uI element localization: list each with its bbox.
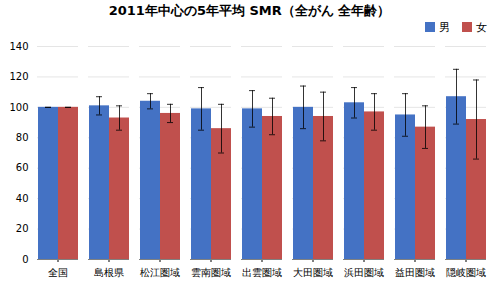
svg-text:全国: 全国	[48, 267, 68, 278]
svg-text:120: 120	[9, 71, 28, 82]
svg-text:大田圏域: 大田圏域	[293, 267, 333, 278]
svg-text:島根県: 島根県	[94, 267, 124, 278]
svg-text:20: 20	[16, 223, 29, 234]
svg-text:60: 60	[16, 162, 29, 173]
svg-text:出雲圏域: 出雲圏域	[242, 267, 282, 278]
svg-text:益田圏域: 益田圏域	[395, 267, 435, 278]
html-text:2011年中心の5年平均 SMR（全がん 全年齢）: 2011年中心の5年平均 SMR（全がん 全年齢）	[108, 3, 391, 18]
html-text:男: 男	[439, 21, 450, 34]
svg-text:40: 40	[16, 193, 29, 204]
svg-text:140: 140	[9, 41, 28, 52]
html-text:女: 女	[476, 21, 487, 34]
svg-text:0: 0	[22, 254, 28, 265]
svg-text:松江圏域: 松江圏域	[140, 267, 180, 278]
svg-text:隠岐圏域: 隠岐圏域	[446, 267, 486, 278]
svg-text:80: 80	[16, 132, 29, 143]
svg-text:雲南圏域: 雲南圏域	[191, 267, 231, 278]
svg-text:浜田圏域: 浜田圏域	[344, 267, 384, 278]
svg-text:100: 100	[9, 102, 28, 113]
